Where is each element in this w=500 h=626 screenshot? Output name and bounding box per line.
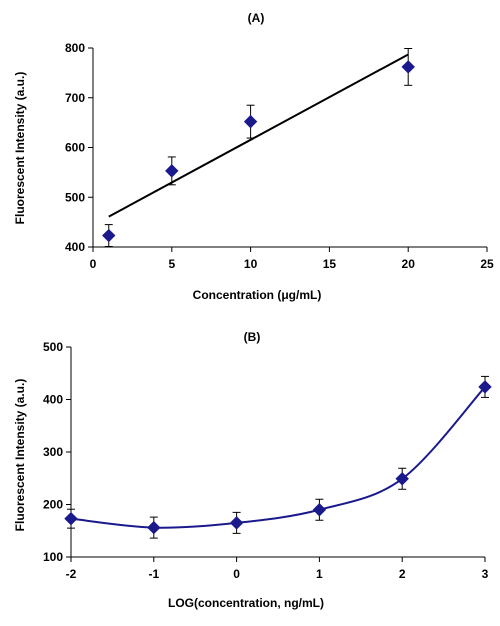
chart-b-y-tick-label: 400	[43, 393, 63, 407]
chart-b-data-point	[478, 380, 492, 394]
chart-a-x-tick-label: 15	[323, 257, 337, 271]
chart-b-title: (B)	[244, 330, 261, 344]
chart-b-data-point	[147, 520, 161, 535]
chart-b-y-axis-label: Fluorescent Intensity (a.u.)	[13, 379, 27, 532]
chart-b-series-line	[70, 386, 486, 529]
chart-a-y-tick-label: 400	[65, 240, 85, 254]
chart-b-y-tick-label: 100	[43, 550, 63, 564]
chart-a-y-axis-label: Fluorescent Intensity (a.u.)	[13, 72, 27, 225]
chart-a-x-tick-label: 10	[244, 257, 258, 271]
chart-b-x-tick-label: -2	[66, 567, 77, 581]
chart-a-x-tick-label: 25	[480, 257, 494, 271]
chart-b-data-point	[229, 516, 244, 530]
chart-a-x-tick-label: 0	[90, 257, 97, 271]
chart-a-data-point	[401, 60, 415, 74]
panel-b: (B) LOG(concentration, ng/mL) Fluorescen…	[13, 330, 492, 610]
chart-a-data-point	[102, 228, 116, 243]
chart-b-y-tick-label: 500	[43, 340, 63, 354]
chart-a-y-tick-label: 700	[65, 91, 85, 105]
chart-b-x-tick-label: 0	[233, 567, 240, 581]
chart-b-data-point	[312, 503, 327, 517]
chart-a-y-tick-label: 600	[65, 141, 85, 155]
chart-a-marks	[102, 47, 415, 248]
chart-b-x-axis-label: LOG(concentration, ng/mL)	[168, 596, 324, 610]
chart-a-y-tick-label: 500	[65, 190, 85, 204]
chart-b-y-tick-label: 200	[43, 498, 63, 512]
chart-a-data-point	[243, 114, 258, 129]
chart-b-y-tick-label: 300	[43, 445, 63, 459]
chart-a-title: (A)	[248, 11, 265, 25]
chart-b-x-tick-label: 2	[399, 567, 406, 581]
chart-b-axes: -2 -1 0 1 2 3 100 200 300 400 500	[43, 340, 489, 581]
chart-a-data-point	[165, 164, 179, 178]
chart-b-x-tick-label: -1	[148, 567, 159, 581]
chart-b-data-point	[64, 511, 78, 526]
chart-a-x-axis-label: Concentration (μg/mL)	[193, 288, 322, 302]
chart-b-x-tick-label: 3	[482, 567, 489, 581]
chart-a-x-tick-label: 20	[402, 257, 416, 271]
chart-b-data-point	[395, 472, 409, 486]
chart-a-axes: 0 5 10 15 20 25 400 500 600 700 800	[65, 41, 494, 271]
panel-a: (A) Concentration (μg/mL) Fluorescent In…	[13, 11, 494, 302]
chart-a-x-tick-label: 5	[168, 257, 175, 271]
chart-a-y-tick-label: 800	[65, 41, 85, 55]
chart-b-marks	[64, 375, 492, 539]
chart-b-x-tick-label: 1	[316, 567, 323, 581]
chart-a-trendline	[108, 53, 409, 218]
